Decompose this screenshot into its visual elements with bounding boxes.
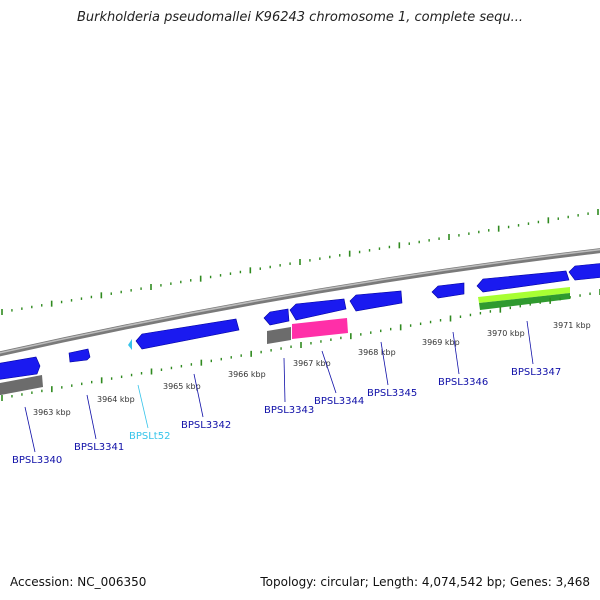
gray-feature-1[interactable]	[0, 375, 43, 396]
leader-line	[137, 384, 149, 429]
gray-feature-2[interactable]	[267, 327, 291, 344]
gene-label-group: BPSL3340 BPSL3341 BPSLt52 BPSL3342 BPSL3…	[12, 367, 561, 466]
feature-track	[0, 263, 600, 396]
gene-bpsl3344-feature[interactable]	[289, 298, 347, 321]
gene-bpsl3341-feature[interactable]	[68, 348, 91, 363]
leader-line	[380, 341, 389, 386]
pink-feature[interactable]	[292, 318, 348, 339]
scale-label: 3969 kbp	[422, 338, 460, 347]
scale-label: 3965 kbp	[163, 382, 201, 391]
gene-label-bpslt52[interactable]: BPSLt52	[129, 431, 170, 442]
gene-next-feature[interactable]	[568, 263, 600, 281]
leader-line	[452, 331, 460, 375]
scale-label: 3967 kbp	[293, 359, 331, 368]
accession-text: Accession: NC_006350	[10, 575, 147, 589]
gene-label-bpsl3341[interactable]: BPSL3341	[74, 442, 124, 453]
scale-label: 3963 kbp	[33, 408, 71, 417]
gene-bpsl3343-feature[interactable]	[263, 308, 290, 326]
green-feature-light[interactable]	[478, 287, 570, 303]
genome-summary-text: Topology: circular; Length: 4,074,542 bp…	[260, 575, 590, 589]
gene-label-bpsl3343[interactable]: BPSL3343	[264, 405, 314, 416]
gene-label-bpsl3347[interactable]: BPSL3347	[511, 367, 561, 378]
chromosome-backbone	[0, 248, 600, 357]
gene-label-bpsl3345[interactable]: BPSL3345	[367, 388, 417, 399]
leader-line	[283, 357, 286, 403]
gene-bpsl3345-feature[interactable]	[349, 290, 403, 312]
scale-label-group: 3963 kbp 3964 kbp 3965 kbp 3966 kbp 3967…	[33, 321, 591, 417]
gene-label-bpsl3344[interactable]: BPSL3344	[314, 396, 364, 407]
lower-tick-track	[1, 289, 600, 401]
upper-tick-track	[1, 209, 599, 315]
scale-label: 3970 kbp	[487, 329, 525, 338]
gene-leader-lines	[24, 320, 534, 453]
gene-bpsl3347-feature[interactable]	[476, 270, 570, 293]
scale-label: 3964 kbp	[97, 395, 135, 404]
leader-line	[526, 320, 534, 365]
gene-bpsl3346-feature[interactable]	[431, 282, 465, 299]
leader-line	[321, 350, 337, 394]
gene-bpslt52-feature[interactable]	[128, 339, 132, 350]
gene-label-bpsl3342[interactable]: BPSL3342	[181, 420, 231, 431]
scale-label: 3966 kbp	[228, 370, 266, 379]
leader-line	[86, 394, 97, 440]
green-feature-dark[interactable]	[479, 293, 570, 310]
leader-line	[24, 406, 36, 453]
chromosome-backbone-highlight	[0, 248, 600, 354]
gene-label-bpsl3340[interactable]: BPSL3340	[12, 455, 62, 466]
scale-label: 3971 kbp	[553, 321, 591, 330]
scale-label: 3968 kbp	[358, 348, 396, 357]
gene-label-bpsl3346[interactable]: BPSL3346	[438, 377, 488, 388]
gene-bpsl3340-feature[interactable]	[0, 356, 41, 380]
gene-bpsl3342-feature[interactable]	[135, 318, 240, 350]
map-title: Burkholderia pseudomallei K96243 chromos…	[76, 10, 524, 25]
leader-line	[193, 373, 204, 418]
